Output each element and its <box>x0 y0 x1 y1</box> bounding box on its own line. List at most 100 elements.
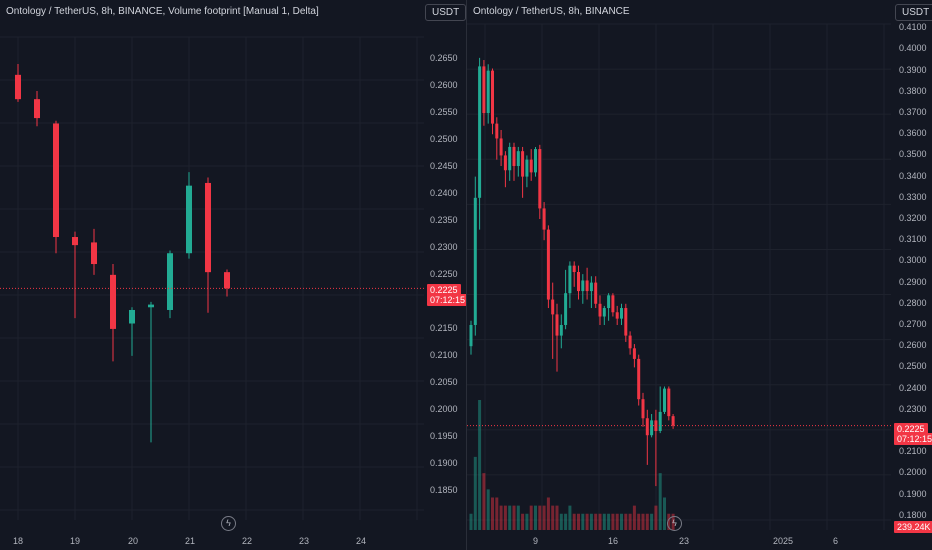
time-tick-label: 21 <box>185 536 196 546</box>
volume-bar <box>641 513 645 530</box>
price-tick-label: 0.2600 <box>430 79 458 90</box>
price-tick-label: 0.2650 <box>430 52 458 63</box>
volume-bar <box>564 513 568 530</box>
left-chart-canvas[interactable] <box>0 0 466 550</box>
candle-body <box>486 70 490 114</box>
right-last-price-tag: 0.2225 <box>894 423 928 435</box>
candle-body <box>559 324 563 336</box>
candle-body <box>469 324 473 347</box>
candle-body <box>624 308 628 336</box>
candle-body <box>568 265 572 294</box>
candle-body <box>521 151 525 177</box>
candle-body <box>641 399 645 419</box>
price-tick-label: 0.2900 <box>899 276 927 287</box>
candle-body <box>15 74 21 100</box>
price-tick-label: 0.3500 <box>899 149 927 160</box>
time-tick-label: 9 <box>533 536 539 546</box>
lightning-icon[interactable]: ϟ <box>667 516 682 531</box>
candle-body <box>72 237 78 246</box>
volume-bar <box>473 456 477 530</box>
candle-body <box>186 185 192 254</box>
left-currency-button[interactable]: USDT <box>425 4 466 21</box>
time-tick-label: 6 <box>833 536 839 546</box>
volume-bar <box>577 513 580 530</box>
candle-body <box>503 155 507 171</box>
volume-bar <box>508 505 512 530</box>
volume-bar <box>469 513 473 530</box>
candle-body <box>585 280 589 292</box>
price-tick-label: 0.1850 <box>430 485 458 496</box>
candle-body <box>555 314 559 336</box>
candle-body <box>663 388 666 412</box>
volume-bar <box>624 513 628 530</box>
volume-bar <box>645 513 649 530</box>
price-tick-label: 0.2050 <box>430 376 458 387</box>
price-tick-label: 0.2150 <box>430 322 458 333</box>
candle-body <box>564 293 568 325</box>
volume-bar <box>542 505 546 530</box>
time-tick-label: 18 <box>13 536 24 546</box>
volume-bar <box>559 513 563 530</box>
price-tick-label: 0.3100 <box>899 234 927 245</box>
right-chart-canvas[interactable] <box>467 0 932 550</box>
price-tick-label: 0.3700 <box>899 107 927 118</box>
volume-bar <box>512 505 516 530</box>
candle-body <box>572 265 576 272</box>
volume-bar <box>555 505 559 530</box>
price-tick-label: 0.1800 <box>899 509 927 520</box>
candle-body <box>598 303 602 317</box>
candle-body <box>91 242 97 265</box>
volume-bar <box>538 505 542 530</box>
candle-body <box>491 70 494 124</box>
price-tick-label: 0.4100 <box>899 22 927 33</box>
candle-body <box>607 295 611 309</box>
candle-body <box>495 123 499 139</box>
price-tick-label: 0.3800 <box>899 85 927 96</box>
price-tick-label: 0.4000 <box>899 43 927 54</box>
price-tick-label: 0.2300 <box>899 403 927 414</box>
price-tick-label: 0.3400 <box>899 170 927 181</box>
price-tick-label: 0.2800 <box>899 297 927 308</box>
candle-body <box>658 411 662 431</box>
volume-bar <box>478 400 482 530</box>
volume-bar <box>628 513 632 530</box>
candle-body <box>650 420 654 436</box>
volume-bar <box>529 505 533 530</box>
candle-body <box>671 416 675 426</box>
volume-bar <box>607 513 611 530</box>
candle-body <box>167 253 173 310</box>
candle-body <box>602 308 606 317</box>
time-tick-label: 23 <box>679 536 690 546</box>
candle-body <box>589 282 593 292</box>
volume-bar <box>495 497 499 530</box>
candle-body <box>534 149 537 173</box>
candle-body <box>478 66 482 198</box>
time-tick-label: 16 <box>608 536 619 546</box>
right-countdown-tag: 07:12:15 <box>894 433 932 445</box>
price-tick-label: 0.1900 <box>899 488 927 499</box>
right-volume-tag: 239.24K <box>894 521 932 533</box>
volume-bar <box>615 513 619 530</box>
candle-body <box>525 159 529 177</box>
left-chart-pane[interactable]: Ontology / TetherUS, 8h, BINANCE, Volume… <box>0 0 466 550</box>
candle-body <box>34 99 40 119</box>
volume-bar <box>572 513 576 530</box>
price-tick-label: 0.1900 <box>430 458 458 469</box>
volume-bar <box>620 513 623 530</box>
lightning-icon[interactable]: ϟ <box>221 516 236 531</box>
candle-body <box>129 309 135 324</box>
volume-bar <box>654 505 658 530</box>
right-chart-pane[interactable]: Ontology / TetherUS, 8h, BINANCE USDT 0.… <box>466 0 932 550</box>
candle-body <box>551 299 555 315</box>
volume-bar <box>503 505 507 530</box>
volume-bar <box>632 505 636 530</box>
volume-bar <box>499 505 503 530</box>
left-last-price-tag: 0.2225 <box>427 284 461 296</box>
price-tick-label: 0.2550 <box>430 106 458 117</box>
price-tick-label: 0.2000 <box>430 403 458 414</box>
time-tick-label: 22 <box>242 536 253 546</box>
right-currency-button[interactable]: USDT <box>895 4 932 21</box>
price-tick-label: 0.2500 <box>430 133 458 144</box>
price-tick-label: 0.2600 <box>899 340 927 351</box>
volume-bar <box>491 497 494 530</box>
